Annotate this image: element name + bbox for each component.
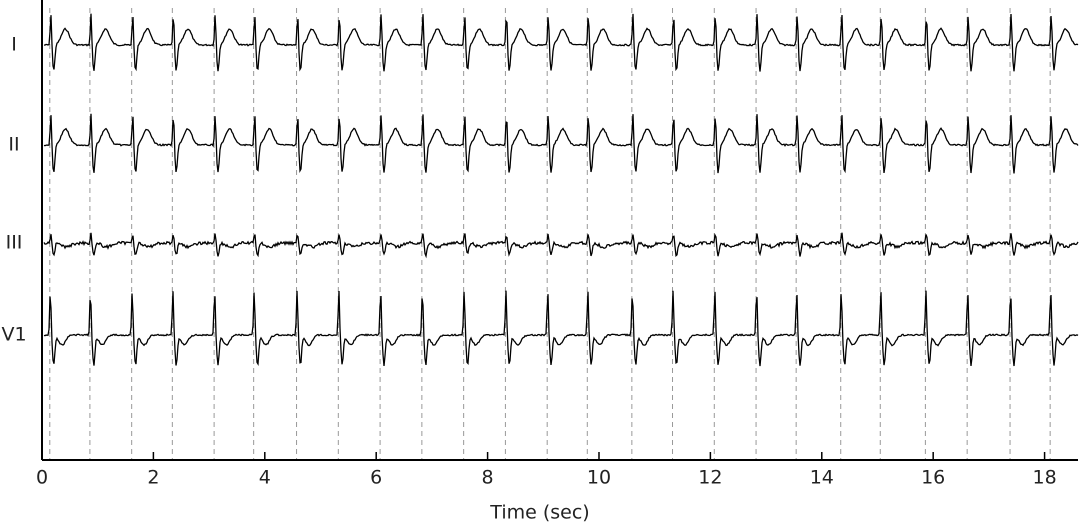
x-tick-label: 4 <box>259 467 271 489</box>
x-tick-label: 6 <box>370 467 382 489</box>
x-tick-label: 2 <box>147 467 159 489</box>
x-tick-label: 12 <box>698 467 722 489</box>
trace <box>43 290 1079 367</box>
x-tick-label: 0 <box>36 467 48 489</box>
x-tick-label: 10 <box>587 467 611 489</box>
lead-label: III <box>6 232 23 254</box>
x-tick-label: 18 <box>1032 467 1056 489</box>
trace <box>43 13 1079 72</box>
lead-label: V1 <box>1 324 26 346</box>
x-tick-label: 16 <box>921 467 945 489</box>
x-tick-label: 8 <box>482 467 494 489</box>
trace <box>43 232 1079 259</box>
trace <box>43 113 1079 174</box>
lead-label: II <box>8 134 19 156</box>
x-tick-label: 14 <box>810 467 834 489</box>
lead-label: I <box>11 34 17 56</box>
x-axis-label: Time (sec) <box>489 502 589 524</box>
